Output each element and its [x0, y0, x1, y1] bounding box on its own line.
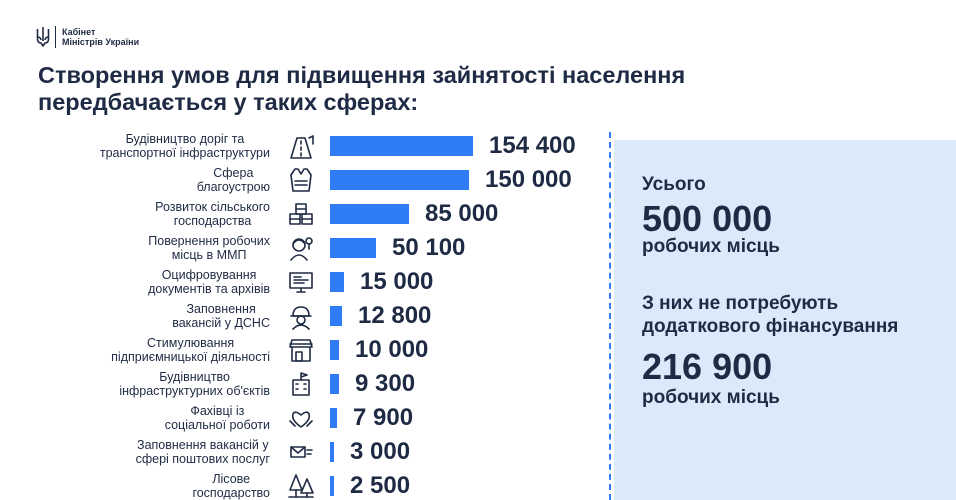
chart-bar	[330, 306, 342, 326]
category-label: Стимулювання підприємницької діяльності	[111, 336, 270, 364]
bar-value-label: 154 400	[489, 132, 576, 159]
social-care-hands-icon	[289, 411, 313, 428]
chart-row: Заповнення вакансій у сфері поштових посл…	[0, 435, 600, 469]
logo-separator	[55, 26, 56, 48]
bar-value-label: 50 100	[392, 234, 466, 261]
forest-trees-icon	[288, 474, 314, 498]
chart-bar	[330, 238, 376, 258]
government-logo: Кабінет Міністрів України	[36, 26, 139, 48]
bar-value-label: 3 000	[350, 438, 411, 465]
category-label: Заповнення вакансій у ДСНС	[172, 302, 270, 330]
category-label: Фахівці із соціальної роботи	[164, 404, 270, 432]
logo-line-2: Міністрів України	[62, 37, 140, 47]
chart-row: Будівництво доріг та транспортної інфраст…	[0, 129, 600, 163]
title-line-1: Створення умов для підвищення зайнятості…	[38, 62, 686, 88]
chart-row: Розвиток сільського господарства 85 000	[0, 197, 600, 231]
road-construction-icon	[290, 135, 314, 159]
chart-bar	[330, 204, 409, 224]
category-label: Будівництво доріг та транспортної інфраст…	[99, 132, 270, 160]
category-label: Лісове господарство	[192, 472, 270, 500]
bar-value-label: 2 500	[350, 472, 411, 499]
category-label: Заповнення вакансій у сфері поштових посл…	[135, 438, 270, 466]
chart-row: Стимулювання підприємницької діяльності 10…	[0, 333, 600, 367]
chart-row: Будівництво інфраструктурних об'єктів 9 30…	[0, 367, 600, 401]
category-label: Будівництво інфраструктурних об'єктів	[119, 370, 270, 398]
postal-mail-icon	[290, 446, 313, 458]
total-unit: робочих місць	[642, 236, 780, 257]
chart-bar	[330, 170, 469, 190]
bar-value-label: 10 000	[355, 336, 429, 363]
category-label: Сфера благоустрою	[196, 166, 270, 194]
bar-value-label: 15 000	[360, 268, 434, 295]
title-line-2: передбачається у таких сферах:	[38, 89, 419, 115]
employment-bar-chart: Будівництво доріг та транспортної інфраст…	[0, 126, 600, 500]
sub-value: 216 900	[642, 346, 773, 387]
agriculture-crates-icon	[289, 203, 313, 225]
digitization-monitor-icon	[289, 272, 313, 293]
category-label: Оцифровування документів та архівів	[148, 268, 270, 296]
worker-headset-icon	[290, 237, 313, 261]
logo-text: Кабінет Міністрів України	[62, 27, 139, 47]
trident-icon	[36, 27, 50, 47]
chart-bar	[330, 136, 473, 156]
chart-row: Лісове господарство 2 500	[0, 469, 600, 500]
sub-unit: робочих місць	[642, 387, 780, 408]
chart-bar	[330, 408, 337, 428]
chart-bar	[330, 476, 334, 496]
logo-line-1: Кабінет	[62, 27, 96, 37]
shop-storefront-icon	[289, 339, 313, 362]
summary-panel: Усього 500 000 робочих місць З них не по…	[614, 140, 956, 500]
chart-row: Повернення робочих місць в ММП 50 100	[0, 231, 600, 265]
sub-label-line-1: З них не потребують	[642, 293, 839, 314]
dashed-divider	[609, 132, 611, 500]
rescuer-helmet-icon	[290, 306, 312, 330]
category-label: Розвиток сільського господарства	[155, 200, 270, 228]
chart-bar	[330, 374, 339, 394]
safety-vest-icon	[290, 168, 312, 192]
page-title: Створення умов для підвищення зайнятості…	[38, 62, 758, 116]
bar-value-label: 150 000	[485, 166, 572, 193]
chart-row: Оцифровування документів та архівів 15 000	[0, 265, 600, 299]
bar-value-label: 7 900	[353, 404, 414, 431]
bar-value-label: 9 300	[355, 370, 416, 397]
bar-value-label: 85 000	[425, 200, 499, 227]
total-label: Усього	[642, 174, 706, 195]
building-flag-icon	[292, 372, 310, 396]
chart-bar	[330, 340, 339, 360]
category-label: Повернення робочих місць в ММП	[148, 234, 270, 262]
chart-row: Фахівці із соціальної роботи 7 900	[0, 401, 600, 435]
chart-bar	[330, 442, 334, 462]
chart-row: Сфера благоустрою 150 000	[0, 163, 600, 197]
total-value: 500 000	[642, 198, 773, 239]
sub-label-line-2: додаткового фінансування	[642, 316, 899, 337]
chart-row: Заповнення вакансій у ДСНС 12 800	[0, 299, 600, 333]
chart-bar	[330, 272, 344, 292]
bar-value-label: 12 800	[358, 302, 432, 329]
